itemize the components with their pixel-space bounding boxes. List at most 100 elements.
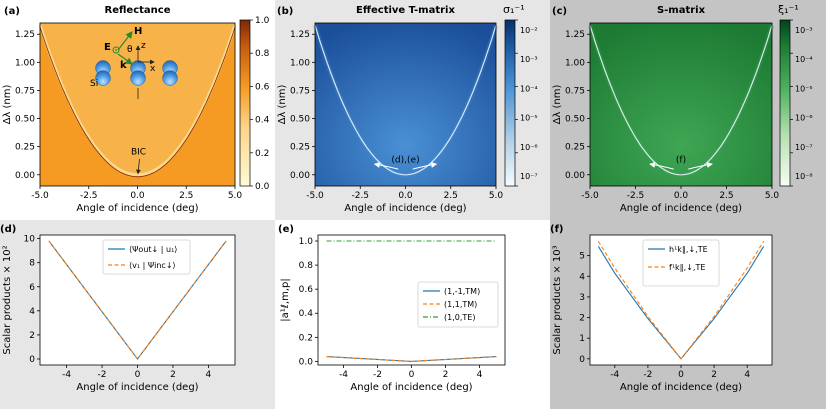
resonance-curve [314, 25, 497, 176]
y-tick-label: 0.0 [299, 357, 314, 367]
legend-entry: (1,1,TM) [444, 300, 477, 309]
panel-label: (d) [0, 224, 16, 235]
y-tick-label: 4 [29, 307, 35, 317]
y-tick-label: 0.00 [565, 171, 585, 181]
x-tick-label: -2 [643, 370, 652, 380]
panel-label: (c) [552, 6, 567, 17]
legend-entry: (1,-1,TM) [444, 287, 480, 296]
x-tick-label: -2.5 [80, 191, 98, 201]
x-axis-label: Angle of incidence (deg) [76, 382, 198, 393]
legend-entry: (1,0,TE) [444, 313, 475, 322]
colorbar-tick-label: 10⁻³ [520, 55, 538, 64]
x-tick-label: 5.0 [489, 191, 504, 201]
y-tick-label: 0.75 [290, 86, 310, 96]
y-axis-label: Δλ (nm) [277, 84, 288, 124]
y-tick-label: 1.00 [290, 58, 310, 68]
legend-entry: ⟨Ψout↓ | u₁⟩ [129, 245, 177, 254]
legend-entry: ⟨v₁ | Ψinc↓⟩ [129, 261, 176, 270]
x-tick-label: -2 [98, 370, 107, 380]
y-tick-label: 4 [579, 272, 585, 282]
y-tick-label: 1.00 [565, 58, 585, 68]
x-axis-label: Angle of incidence (deg) [344, 203, 466, 214]
arrow-left [373, 161, 399, 170]
y-tick-label: 5 [579, 252, 585, 262]
y-tick-label: 0.50 [290, 115, 310, 125]
x-tick-label: -2 [373, 370, 382, 380]
bic-label: BIC [131, 148, 146, 158]
colorbar-tick-label: 10⁻⁶ [795, 114, 813, 123]
y-tick-label: 0.50 [15, 115, 35, 125]
arrow-right [688, 161, 713, 170]
y-tick-label: 1.0 [299, 237, 314, 247]
resonance-curve [38, 24, 237, 177]
panel-label: (b) [277, 6, 293, 17]
y-tick-label: 6 [29, 283, 35, 293]
y-tick-label: 0.50 [565, 115, 585, 125]
panel-title: Effective T-matrix [356, 5, 455, 16]
x-tick-label: 5.0 [765, 191, 780, 201]
si-sphere [95, 70, 111, 86]
y-tick-label: 0.6 [299, 285, 314, 295]
x-tick-label: 0.0 [130, 191, 145, 201]
y-tick-label: 0.25 [290, 143, 310, 153]
colorbar-tick-label: 1.0 [255, 16, 270, 26]
arrow-label: (d),(e) [391, 155, 419, 165]
y-tick-label: 0.25 [565, 143, 585, 153]
series-line [326, 356, 497, 362]
x-tick-label: 4 [744, 370, 750, 380]
y-tick-label: 0.25 [15, 143, 35, 153]
colorbar-tick-label: 10⁻⁴ [520, 84, 538, 93]
smatrix-heatmap [590, 23, 772, 186]
y-tick-label: 2 [579, 314, 585, 324]
y-axis-label: Δλ (nm) [552, 84, 563, 124]
x-tick-label: 2.5 [179, 191, 193, 201]
y-axis-label: Scalar products × 10² [2, 245, 13, 354]
arrow-left [649, 161, 674, 170]
y-axis-label: Δλ (nm) [2, 84, 13, 124]
x-tick-label: -2.5 [351, 191, 369, 201]
legend [642, 239, 720, 287]
si-sphere [130, 70, 146, 86]
y-tick-label: 1.00 [15, 58, 35, 68]
x-tick-label: 0 [135, 370, 141, 380]
x-tick-label: -5.0 [306, 191, 324, 201]
z-label: z [141, 41, 146, 51]
x-tick-label: 2 [170, 370, 176, 380]
arrow-label: (f) [676, 155, 686, 165]
e-field-dot [115, 49, 117, 51]
x-label: x [150, 64, 156, 74]
colorbar-tick-label: 10⁻⁷ [520, 172, 538, 181]
x-tick-label: 0.0 [398, 191, 413, 201]
y-tick-label: 0 [579, 355, 585, 365]
colorbar-tick-label: 10⁻⁸ [795, 172, 813, 181]
panel-label: (e) [278, 224, 294, 235]
y-tick-label: 2 [29, 331, 35, 341]
x-tick-label: 0 [678, 370, 684, 380]
theta-label: θ [127, 45, 133, 55]
panel-title: Reflectance [105, 5, 171, 16]
y-tick-label: 0.8 [299, 261, 314, 271]
x-tick-label: 5.0 [228, 191, 243, 201]
colorbar-tick-label: 0.4 [255, 116, 270, 126]
e-label: E [104, 42, 111, 53]
colorbar-tick-label: 0.6 [255, 82, 270, 92]
x-tick-label: -2.5 [627, 191, 645, 201]
panel-title: S-matrix [657, 5, 706, 16]
arrow-right [412, 161, 438, 170]
colorbar-tick-label: 10⁻⁵ [795, 84, 813, 93]
e-field-marker [112, 46, 120, 54]
resonance-curve-dark [39, 27, 236, 178]
y-tick-label: 0.00 [290, 171, 310, 181]
colorbar [779, 19, 791, 187]
y-tick-label: 0.2 [299, 333, 313, 343]
si-sphere [162, 70, 178, 86]
x-tick-label: 2.5 [719, 191, 733, 201]
x-tick-label: 2.5 [444, 191, 458, 201]
si-label: Si [90, 79, 98, 89]
y-tick-label: 3 [579, 293, 585, 303]
x-tick-label: -5.0 [31, 191, 49, 201]
x-axis-label: Angle of incidence (deg) [620, 382, 742, 393]
x-tick-label: -5.0 [581, 191, 599, 201]
colorbar-tick-label: 10⁻² [520, 26, 538, 35]
